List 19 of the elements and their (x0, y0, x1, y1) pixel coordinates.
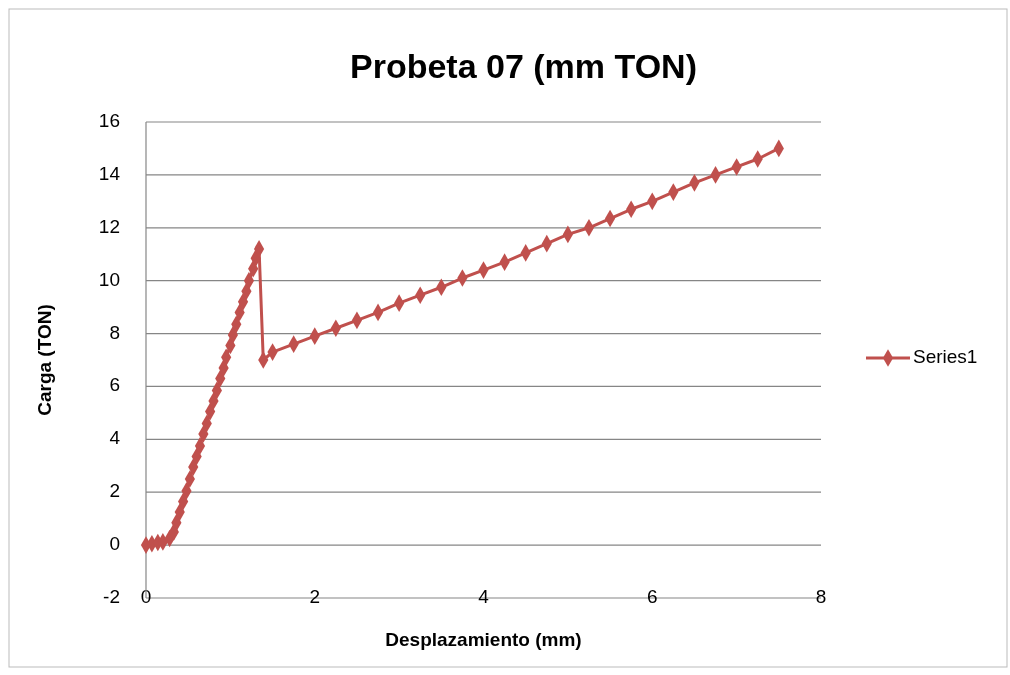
x-tick-label: 0 (140, 586, 152, 608)
chart-title: Probeta 07 (mm TON) (349, 47, 698, 85)
x-tick-label: 6 (646, 586, 658, 608)
y-axis-title: Carga (TON) (34, 304, 55, 416)
y-tick-label: 8 (109, 321, 120, 343)
y-tick-label: 4 (109, 427, 121, 449)
x-axis-title: Desplazamiento (mm) (385, 629, 582, 650)
x-tick-label: 4 (478, 586, 490, 608)
y-tick-label: 2 (109, 480, 120, 502)
x-tick-label: 2 (309, 586, 321, 608)
y-tick-label: 6 (109, 374, 120, 396)
x-tick-label: 8 (815, 586, 827, 608)
y-tick-label: -2 (103, 586, 120, 608)
legend-label: Series1 (913, 346, 978, 368)
y-tick-label: 14 (98, 162, 121, 184)
y-tick-label: 10 (98, 268, 120, 290)
y-tick-label: 16 (98, 110, 120, 132)
y-tick-label: 12 (98, 215, 120, 237)
y-tick-label: 0 (109, 533, 120, 555)
